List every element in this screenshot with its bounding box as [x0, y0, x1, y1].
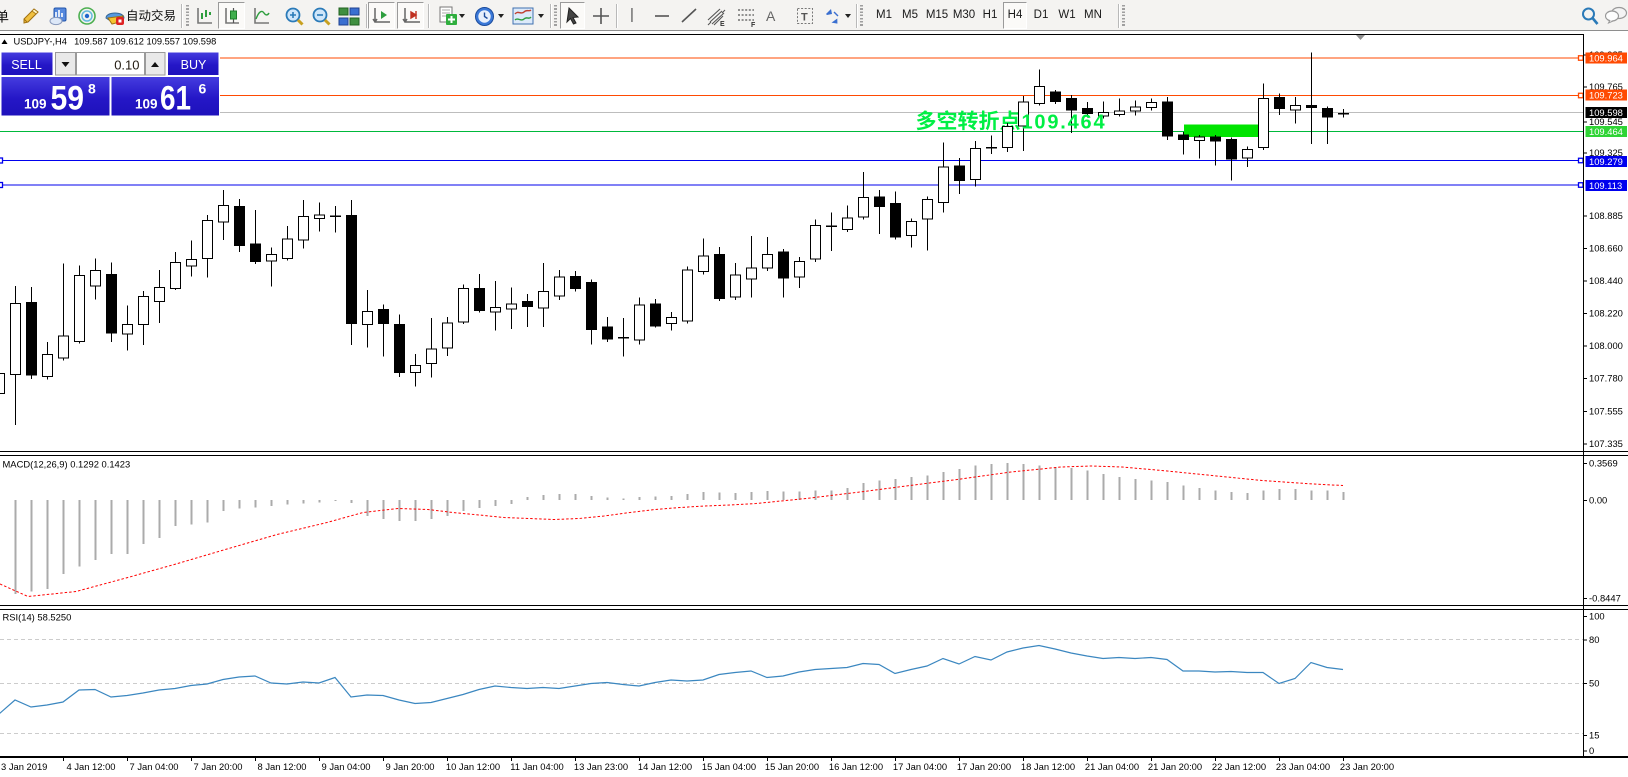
svg-text:7 Jan 20:00: 7 Jan 20:00 — [194, 761, 243, 772]
svg-text:SELL: SELL — [11, 58, 42, 72]
svg-text:8 Jan 12:00: 8 Jan 12:00 — [258, 761, 307, 772]
svg-text:109.279: 109.279 — [1589, 156, 1623, 167]
svg-text:11 Jan 04:00: 11 Jan 04:00 — [510, 761, 564, 772]
svg-text:50: 50 — [1589, 678, 1599, 689]
svg-text:59: 59 — [51, 80, 85, 118]
svg-text:109: 109 — [24, 97, 47, 112]
svg-text:23 Jan 04:00: 23 Jan 04:00 — [1276, 761, 1330, 772]
svg-text:109.325: 109.325 — [1589, 147, 1623, 158]
svg-text:109.723: 109.723 — [1589, 90, 1623, 101]
svg-text:0: 0 — [1589, 745, 1594, 756]
svg-text:13 Jan 23:00: 13 Jan 23:00 — [574, 761, 628, 772]
svg-text:108.885: 108.885 — [1589, 210, 1623, 221]
svg-text:108.000: 108.000 — [1589, 340, 1623, 351]
svg-text:21 Jan 20:00: 21 Jan 20:00 — [1148, 761, 1202, 772]
svg-text:7 Jan 04:00: 7 Jan 04:00 — [130, 761, 179, 772]
svg-text:17 Jan 04:00: 17 Jan 04:00 — [893, 761, 947, 772]
svg-text:BUY: BUY — [181, 58, 207, 72]
svg-text:0.3569: 0.3569 — [1589, 458, 1618, 469]
svg-text:E: E — [720, 21, 725, 28]
svg-text:15 Jan 04:00: 15 Jan 04:00 — [702, 761, 756, 772]
svg-text:USDJPY-,H4 109.587 109.612 10: USDJPY-,H4 109.587 109.612 109.557 109.5… — [14, 37, 217, 47]
svg-text:RSI(14) 58.5250: RSI(14) 58.5250 — [3, 612, 72, 623]
svg-text:107.780: 107.780 — [1589, 373, 1623, 384]
svg-text:18 Jan 12:00: 18 Jan 12:00 — [1021, 761, 1075, 772]
svg-text:108.220: 108.220 — [1589, 308, 1623, 319]
svg-text:0.10: 0.10 — [114, 58, 139, 73]
svg-text:-0.8447: -0.8447 — [1589, 593, 1621, 604]
svg-text:16 Jan 12:00: 16 Jan 12:00 — [829, 761, 883, 772]
svg-text:109.598: 109.598 — [1589, 107, 1623, 118]
svg-text:80: 80 — [1589, 634, 1599, 645]
svg-text:107.335: 107.335 — [1589, 438, 1623, 449]
svg-text:109.964: 109.964 — [1589, 53, 1623, 64]
svg-text:22 Jan 12:00: 22 Jan 12:00 — [1212, 761, 1266, 772]
svg-text:15: 15 — [1589, 730, 1599, 741]
svg-text:61: 61 — [160, 80, 191, 118]
svg-text:21 Jan 04:00: 21 Jan 04:00 — [1085, 761, 1139, 772]
svg-text:10 Jan 12:00: 10 Jan 12:00 — [446, 761, 500, 772]
svg-text:109.464: 109.464 — [1589, 126, 1623, 137]
svg-text:3 Jan 2019: 3 Jan 2019 — [1, 761, 47, 772]
svg-text:MACD(12,26,9) 0.1292 0.1423: MACD(12,26,9) 0.1292 0.1423 — [3, 459, 131, 470]
svg-text:4 Jan 12:00: 4 Jan 12:00 — [67, 761, 116, 772]
svg-text:108.440: 108.440 — [1589, 275, 1623, 286]
svg-text:109.113: 109.113 — [1589, 180, 1622, 191]
svg-text:109.765: 109.765 — [1589, 81, 1623, 92]
svg-text:9 Jan 20:00: 9 Jan 20:00 — [386, 761, 435, 772]
svg-text:9 Jan 04:00: 9 Jan 04:00 — [322, 761, 371, 772]
svg-text:8: 8 — [88, 81, 96, 97]
svg-text:T: T — [801, 12, 808, 24]
svg-text:100: 100 — [1589, 611, 1605, 622]
svg-text:109: 109 — [135, 97, 158, 112]
svg-text:109.464: 109.464 — [1022, 112, 1107, 134]
svg-text:109.545: 109.545 — [1589, 116, 1623, 127]
svg-text:23 Jan 20:00: 23 Jan 20:00 — [1340, 761, 1394, 772]
svg-text:0.00: 0.00 — [1589, 495, 1607, 506]
svg-text:F: F — [751, 22, 756, 28]
svg-text:15 Jan 20:00: 15 Jan 20:00 — [765, 761, 819, 772]
svg-text:107.555: 107.555 — [1589, 406, 1623, 417]
svg-text:17 Jan 20:00: 17 Jan 20:00 — [957, 761, 1011, 772]
svg-text:108.660: 108.660 — [1589, 243, 1623, 254]
svg-text:14 Jan 12:00: 14 Jan 12:00 — [638, 761, 692, 772]
svg-text:6: 6 — [199, 81, 207, 97]
